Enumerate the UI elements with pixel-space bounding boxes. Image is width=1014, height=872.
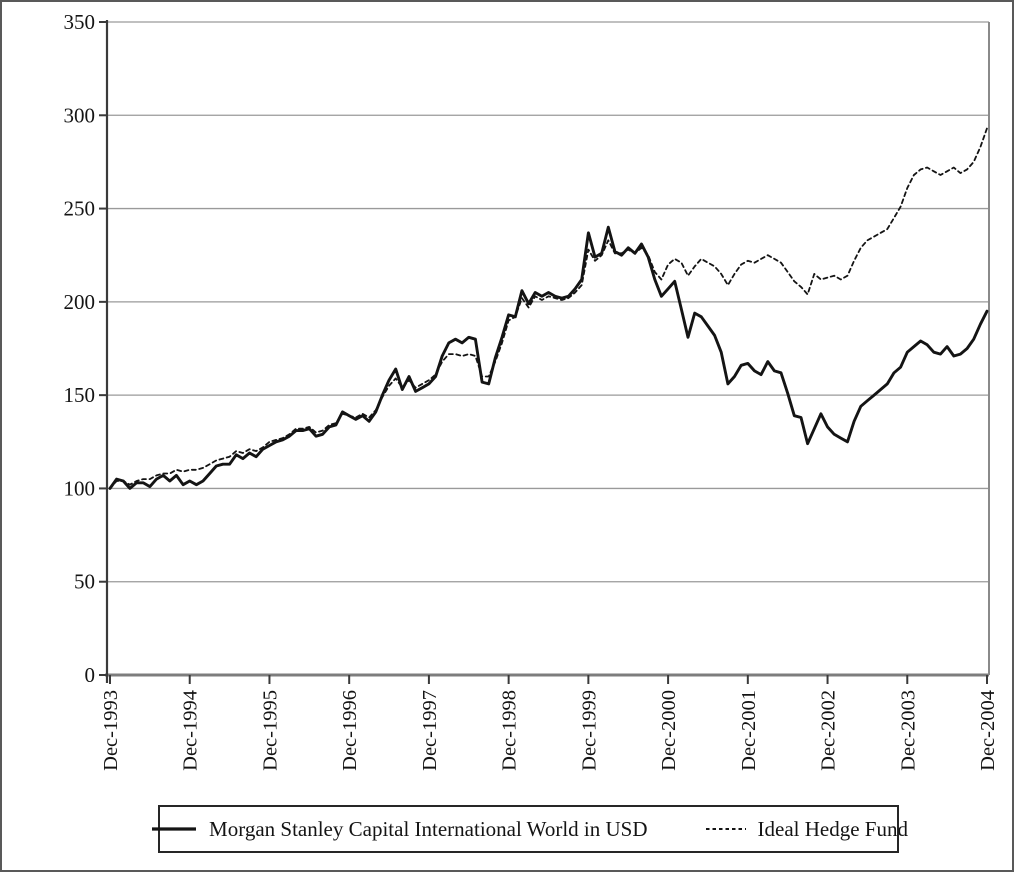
x-tick-label-Dec-1994: Dec-1994 bbox=[180, 690, 202, 771]
x-tick-label-Dec-2002: Dec-2002 bbox=[818, 690, 840, 771]
x-tick-label-Dec-1998: Dec-1998 bbox=[499, 690, 521, 771]
x-tick-label-Dec-1996: Dec-1996 bbox=[339, 690, 361, 771]
y-tick-label-100: 100 bbox=[64, 476, 96, 500]
x-tick-label-Dec-1999: Dec-1999 bbox=[578, 690, 600, 771]
line-chart: 0 50 100 150 200 250 300 350 Dec-1993 Dec-1994 Dec… bbox=[64, 10, 1000, 771]
ideal-hedge-fund-line bbox=[109, 127, 988, 490]
y-tick-label-250: 250 bbox=[64, 197, 96, 221]
y-tick-label-200: 200 bbox=[64, 290, 96, 314]
legend-hedge-fund-label: Ideal Hedge Fund bbox=[757, 816, 908, 841]
y-tick-label-50: 50 bbox=[74, 570, 95, 594]
x-tick-label-Dec-1993: Dec-1993 bbox=[100, 690, 122, 771]
x-tick-label-Dec-2004: Dec-2004 bbox=[977, 690, 999, 771]
msci-world-line bbox=[108, 225, 989, 490]
legend-item-msci: Morgan Stanley Capital International Wor… bbox=[149, 816, 648, 841]
y-tick-label-300: 300 bbox=[64, 103, 96, 127]
x-tick-label-Dec-1995: Dec-1995 bbox=[259, 690, 281, 771]
legend-item-hedge-fund: Ideal Hedge Fund bbox=[704, 816, 908, 841]
y-tick-label-350: 350 bbox=[64, 10, 96, 34]
x-tick-label-Dec-1997: Dec-1997 bbox=[419, 690, 441, 771]
x-tick-label-Dec-2003: Dec-2003 bbox=[897, 690, 919, 771]
y-tick-label-150: 150 bbox=[64, 383, 96, 407]
legend-hedge-fund-dashed-line-sample bbox=[705, 828, 746, 830]
legend-msci-label: Morgan Stanley Capital International Wor… bbox=[209, 816, 648, 841]
legend: Morgan Stanley Capital International Wor… bbox=[152, 805, 908, 853]
legend-msci-solid-line-sample bbox=[152, 827, 197, 831]
x-tick-label-Dec-2000: Dec-2000 bbox=[658, 690, 680, 771]
x-tick-label-Dec-2001: Dec-2001 bbox=[738, 690, 760, 771]
y-tick-label-0: 0 bbox=[85, 663, 96, 687]
